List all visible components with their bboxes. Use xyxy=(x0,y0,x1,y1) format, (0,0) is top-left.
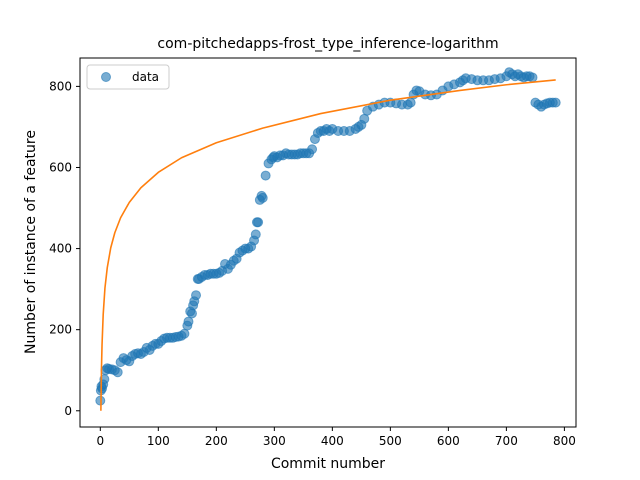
chart-title: com-pitchedapps-frost_type_inference-log… xyxy=(157,36,498,52)
x-tick-label: 400 xyxy=(321,434,344,448)
y-tick-label: 600 xyxy=(49,160,72,174)
x-tick-label: 0 xyxy=(96,434,104,448)
x-tick-label: 700 xyxy=(495,434,518,448)
data-point xyxy=(112,367,123,378)
legend: data xyxy=(86,64,170,90)
data-point xyxy=(260,170,271,181)
x-tick-label: 800 xyxy=(553,434,576,448)
legend-box xyxy=(86,64,170,90)
y-tick-label: 800 xyxy=(49,79,72,93)
y-axis-label: Number of instance of a feature xyxy=(23,130,39,354)
fit-line xyxy=(100,79,556,411)
data-point xyxy=(253,217,264,228)
x-tick-label: 100 xyxy=(147,434,170,448)
x-tick-label: 300 xyxy=(263,434,286,448)
plot-frame xyxy=(79,57,577,428)
data-point xyxy=(191,290,202,301)
data-point xyxy=(183,316,194,327)
x-tick-label: 200 xyxy=(205,434,228,448)
data-point xyxy=(527,72,538,83)
data-point xyxy=(257,192,268,203)
y-tick-label: 400 xyxy=(49,242,72,256)
y-axis: 0 200 400 600 800 xyxy=(49,79,80,418)
data-point xyxy=(250,229,261,240)
x-tick-label: 500 xyxy=(379,434,402,448)
data-point xyxy=(186,308,197,319)
x-axis-label: Commit number xyxy=(271,456,385,472)
x-tick-label: 600 xyxy=(437,434,460,448)
data-point xyxy=(550,97,561,108)
y-tick-label: 200 xyxy=(49,323,72,337)
x-axis: 0 100 200 300 400 500 600 700 800 xyxy=(96,427,576,448)
legend-marker xyxy=(101,72,111,82)
data-marks xyxy=(95,67,561,411)
y-tick-label: 0 xyxy=(64,404,72,418)
data-point xyxy=(307,144,318,155)
legend-label: data xyxy=(132,70,159,84)
